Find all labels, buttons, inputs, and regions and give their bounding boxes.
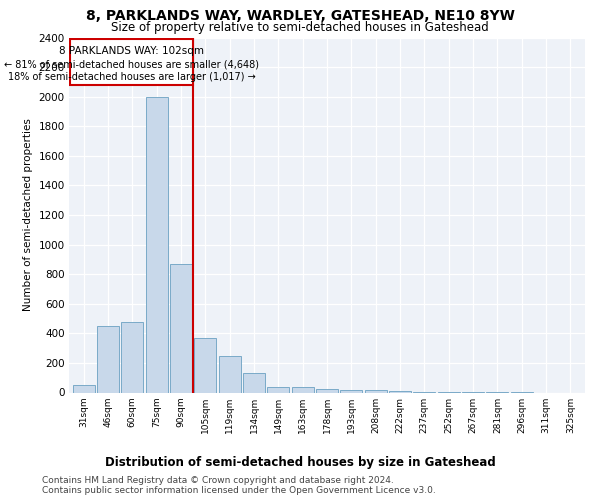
Bar [340,390,362,392]
Bar [292,386,314,392]
Text: ← 81% of semi-detached houses are smaller (4,648): ← 81% of semi-detached houses are smalle… [4,60,259,70]
Text: Size of property relative to semi-detached houses in Gateshead: Size of property relative to semi-detach… [111,21,489,34]
Bar [146,96,167,393]
Text: Distribution of semi-detached houses by size in Gateshead: Distribution of semi-detached houses by … [104,456,496,469]
FancyBboxPatch shape [70,39,193,85]
Y-axis label: Number of semi-detached properties: Number of semi-detached properties [23,118,33,312]
Bar [194,338,216,392]
Bar [121,322,143,392]
Bar [218,356,241,393]
Bar [73,385,95,392]
Text: 8, PARKLANDS WAY, WARDLEY, GATESHEAD, NE10 8YW: 8, PARKLANDS WAY, WARDLEY, GATESHEAD, NE… [86,9,514,23]
Bar [316,389,338,392]
Bar [365,390,386,392]
Text: Contains HM Land Registry data © Crown copyright and database right 2024.: Contains HM Land Registry data © Crown c… [42,476,394,485]
Bar [389,391,411,392]
Bar [243,374,265,392]
Bar [268,386,289,392]
Bar [170,264,192,392]
Bar [97,326,119,392]
Text: Contains public sector information licensed under the Open Government Licence v3: Contains public sector information licen… [42,486,436,495]
Text: 8 PARKLANDS WAY: 102sqm: 8 PARKLANDS WAY: 102sqm [59,46,204,56]
Text: 18% of semi-detached houses are larger (1,017) →: 18% of semi-detached houses are larger (… [8,72,256,82]
